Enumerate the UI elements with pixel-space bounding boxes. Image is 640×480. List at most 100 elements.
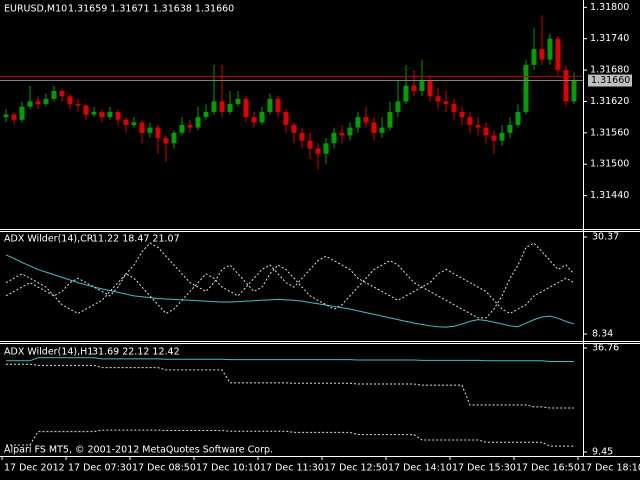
candle-body [3,114,9,118]
candle-body [315,148,321,154]
candle-body [547,38,553,60]
candle-body [331,132,337,144]
candle-body [387,111,393,128]
y-tick-label: 1.31680 [590,65,629,76]
candle-body [139,122,145,133]
candle-body [147,127,153,133]
y-tick-label: 9.45 [592,447,613,458]
copyright: Alpari FS MT5, © 2001-2012 MetaQuotes So… [4,445,273,456]
candle-body [371,122,377,133]
x-tick-label: 17 Dec 16:50 [516,463,580,474]
x-tick-label: 17 Dec 14:10 [388,463,452,474]
candle-body [395,101,401,112]
candle-body [27,101,33,107]
candle-body [515,111,521,125]
y-tick-label: 30.37 [592,232,619,243]
candle-body [499,132,505,141]
candle-body [291,124,297,133]
candle-body [163,138,169,144]
candle-body [195,117,201,128]
candle-body [115,111,121,120]
candle-body [475,124,481,128]
candle-body [179,124,185,133]
x-tick-label: 17 Dec 10:10 [196,463,260,474]
candle-body [251,117,257,123]
candle-body [275,98,281,112]
candle-body [99,111,105,118]
x-tick-label: 17 Dec 08:50 [132,463,196,474]
candle-body [355,117,361,128]
x-tick-label: 17 Dec 07:30 [68,463,132,474]
candle-body [411,85,417,91]
candle-body [203,111,209,118]
indicator-title: ADX Wilder(14),CR [4,234,94,245]
candle-body [35,101,41,105]
candle-body [379,127,385,133]
chart-title: EURUSD,M10 [4,4,67,15]
x-tick-label: 17 Dec 15:30 [452,463,516,474]
candle-body [155,127,161,139]
candle-body [459,111,465,118]
candle-body [299,132,305,141]
indicator-title: ADX Wilder(14),H1 [4,347,93,358]
candle-body [235,98,241,105]
candle-body [131,122,137,125]
x-tick-label: 17 Dec 11:30 [260,463,324,474]
y-tick-label: 8.34 [592,329,613,340]
candle-body [531,49,537,65]
candle-body [19,106,25,120]
candle-body [307,140,313,149]
candle-body [51,90,57,99]
candle-body [211,101,217,112]
candle-body [467,117,473,125]
x-tick-label: 17 Dec 2012 [4,463,65,474]
candle-body [435,96,441,102]
candle-body [171,132,177,144]
candle-body [483,127,489,136]
candle-body [451,104,457,112]
candle-body [443,101,449,105]
candle-body [107,111,113,118]
candle-body [419,80,425,91]
candle-body [83,105,89,115]
ohlc-values: 1.31659 1.31671 1.31638 1.31660 [68,4,234,15]
candle-body [523,64,529,112]
candle-body [43,98,49,105]
candle-body [363,117,369,123]
candle-body [427,80,433,97]
candle-body [187,124,193,128]
x-tick-label: 17 Dec 18:10 [580,463,640,474]
candle-body [555,38,561,71]
y-tick-label: 1.31740 [590,33,629,44]
candle-body [403,85,409,102]
price-label-box [588,74,632,87]
candle-body [259,111,265,123]
candle-body [323,143,329,154]
y-tick-label: 1.31440 [590,190,629,201]
candle-body [539,49,545,60]
candle-body [243,98,249,118]
x-tick-label: 17 Dec 12:50 [324,463,388,474]
indicator-line [5,255,575,315]
candle-body [283,111,289,125]
candle-body [347,127,353,136]
candle-body [219,101,225,112]
candle-body [59,90,65,97]
candle-body [491,135,497,141]
indicator-line [5,254,575,328]
candle-body [67,96,73,105]
candle-body [227,104,233,112]
y-tick-label: 1.31560 [590,127,629,138]
y-tick-label: 36.76 [592,343,619,354]
candle-body [507,124,513,133]
y-tick-label: 1.31800 [590,2,629,13]
candle-body [123,119,129,125]
indicator-line [6,357,574,363]
y-tick-label: 1.31500 [590,159,629,170]
y-tick-label: 1.31620 [590,96,629,107]
candle-body [339,132,345,136]
indicator-values: 11.22 18.47 21.07 [92,234,180,245]
candle-body [563,70,569,102]
